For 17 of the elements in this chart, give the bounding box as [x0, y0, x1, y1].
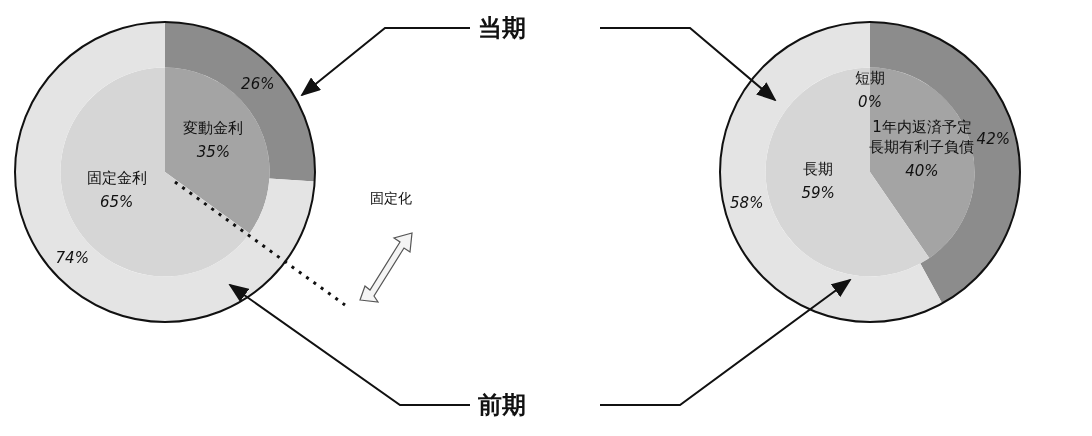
text: 0% — [858, 92, 882, 111]
data-label: 40% — [905, 161, 939, 180]
slice-label: 1年内返済予定長期有利子負債 — [869, 117, 975, 156]
slice-label: 当期 — [478, 13, 526, 44]
data-label: 35% — [196, 143, 231, 162]
slice-label: 前期 — [478, 390, 526, 421]
text: 固定化 — [370, 190, 412, 208]
category-label: 短期 — [855, 68, 885, 87]
data-label: 58% — [730, 193, 764, 212]
data-label: 59% — [801, 184, 835, 203]
slice-label: 長期 — [803, 160, 834, 179]
data-label: 74% — [55, 249, 89, 268]
slice-label: 固定金利 — [86, 168, 147, 187]
data-label: 42% — [976, 130, 1010, 149]
slice-label: 変動金利 — [183, 119, 244, 138]
data-label: 26% — [241, 74, 275, 93]
data-label: 65% — [99, 192, 134, 211]
